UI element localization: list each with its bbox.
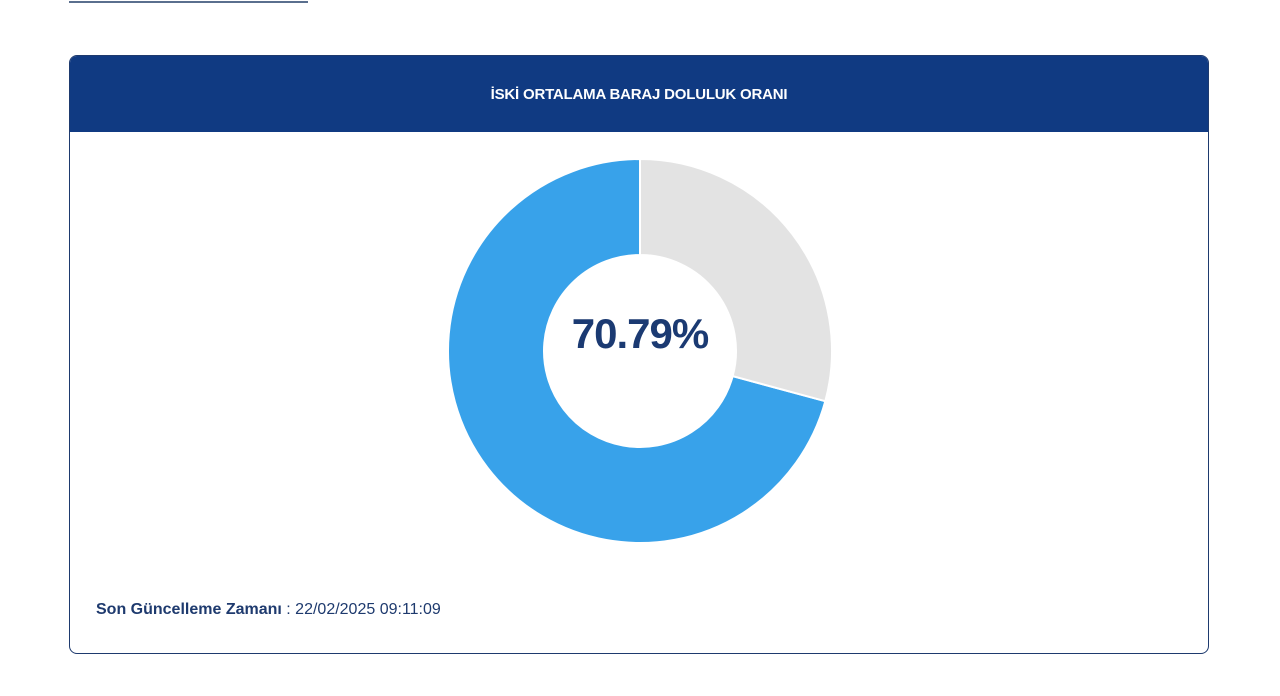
card-title: İSKİ ORTALAMA BARAJ DOLULUK ORANI — [70, 56, 1208, 132]
separator: : — [281, 601, 296, 618]
slice-empty — [639, 157, 833, 403]
last-update: Son Güncelleme Zamanı : 22/02/2025 09:11… — [96, 601, 441, 619]
last-update-label: Son Güncelleme Zamanı — [96, 601, 282, 618]
tab-underline — [69, 1, 308, 3]
center-percentage: 70.79% — [571, 310, 709, 357]
dam-occupancy-card: İSKİ ORTALAMA BARAJ DOLULUK ORANI — [69, 55, 1209, 654]
slice-filled — [447, 157, 827, 544]
last-update-value: 22/02/2025 09:11:09 — [295, 601, 441, 618]
